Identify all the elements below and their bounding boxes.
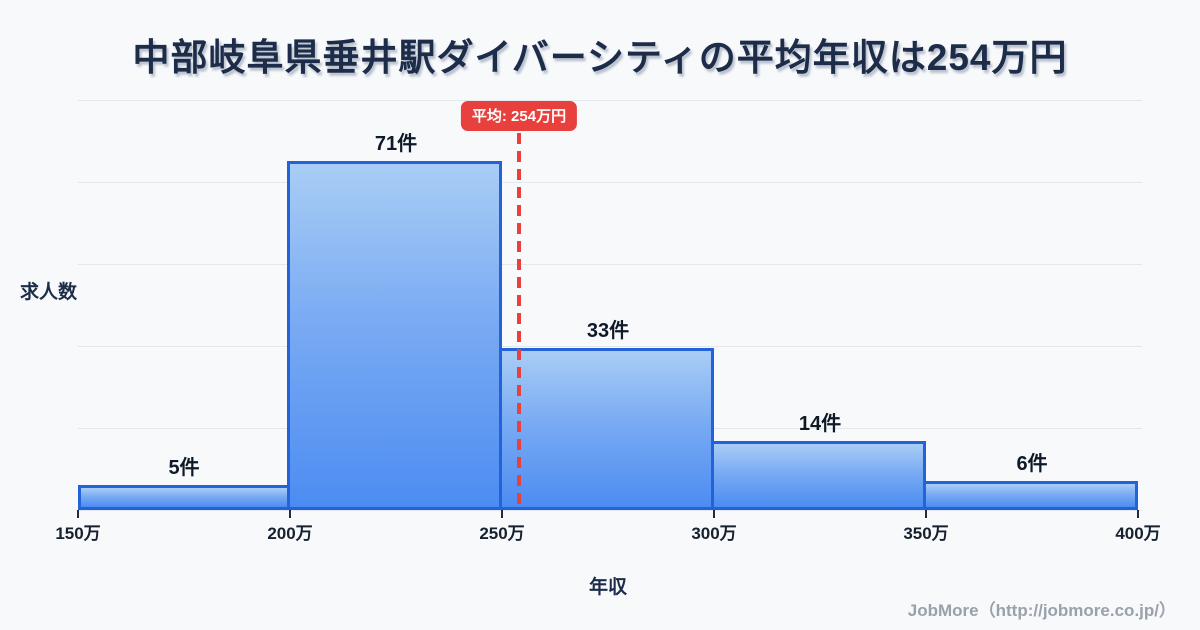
average-badge: 平均: 254万円 bbox=[460, 101, 578, 131]
average-line bbox=[517, 133, 521, 510]
plot-area: 平均: 254万円 5件 71件 33件 14件 6件 150万 200万 250万 300万 3… bbox=[55, 100, 1161, 543]
histogram-bar bbox=[287, 161, 502, 510]
x-axis-tick bbox=[713, 510, 715, 518]
x-axis-tick bbox=[501, 510, 503, 518]
bar-value-label: 6件 bbox=[1016, 453, 1048, 475]
histogram-bar bbox=[923, 481, 1138, 510]
x-tick-label: 350万 bbox=[903, 524, 949, 543]
histogram-bar bbox=[711, 441, 926, 510]
histogram-bar bbox=[499, 348, 714, 510]
gridline bbox=[78, 264, 1142, 265]
x-tick-label: 300万 bbox=[691, 524, 737, 543]
gridline bbox=[78, 182, 1142, 183]
x-axis-tick bbox=[925, 510, 927, 518]
bar-value-label: 33件 bbox=[586, 320, 630, 342]
gridline bbox=[78, 100, 1142, 101]
histogram-bar bbox=[78, 485, 290, 510]
x-tick-label: 400万 bbox=[1115, 524, 1161, 543]
x-axis-tick bbox=[1137, 510, 1139, 518]
footer-credit: JobMore（http://jobmore.co.jp/） bbox=[907, 601, 1176, 620]
x-axis-tick bbox=[77, 510, 79, 518]
x-axis-tick bbox=[289, 510, 291, 518]
bar-value-label: 14件 bbox=[798, 413, 842, 435]
x-tick-label: 200万 bbox=[267, 524, 313, 543]
y-axis-label: 求人数 bbox=[20, 282, 78, 303]
chart-title: 中部岐阜県垂井駅ダイバーシティの平均年収は254万円 bbox=[132, 37, 1068, 78]
bar-value-label: 5件 bbox=[168, 457, 200, 479]
x-tick-label: 150万 bbox=[55, 524, 101, 543]
x-tick-label: 250万 bbox=[479, 524, 525, 543]
bar-value-label: 71件 bbox=[374, 133, 418, 155]
gridline bbox=[78, 346, 1142, 347]
gridline bbox=[78, 510, 1142, 511]
x-axis-label: 年収 bbox=[588, 577, 627, 598]
